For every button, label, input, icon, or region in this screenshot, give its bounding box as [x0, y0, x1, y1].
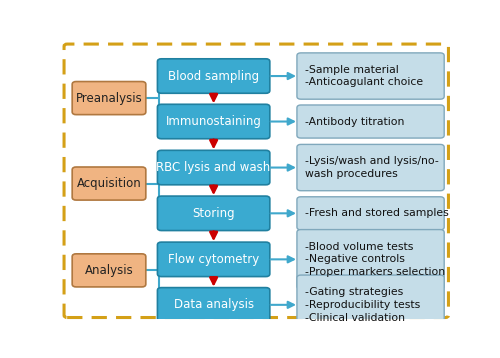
FancyBboxPatch shape	[297, 229, 444, 289]
FancyBboxPatch shape	[72, 167, 146, 200]
Text: Preanalysis: Preanalysis	[76, 92, 142, 105]
Text: Analysis: Analysis	[84, 264, 134, 277]
FancyBboxPatch shape	[64, 44, 448, 318]
FancyBboxPatch shape	[158, 287, 270, 322]
FancyBboxPatch shape	[158, 150, 270, 185]
FancyBboxPatch shape	[297, 53, 444, 99]
FancyBboxPatch shape	[158, 59, 270, 93]
Text: -Lysis/wash and lysis/no-
wash procedures: -Lysis/wash and lysis/no- wash procedure…	[306, 156, 439, 179]
Text: -Gating strategies
-Reproducibility tests
-Clinical validation: -Gating strategies -Reproducibility test…	[306, 287, 420, 323]
FancyBboxPatch shape	[297, 275, 444, 335]
Text: RBC lysis and wash: RBC lysis and wash	[156, 161, 271, 174]
FancyBboxPatch shape	[297, 197, 444, 230]
FancyBboxPatch shape	[297, 144, 444, 191]
FancyBboxPatch shape	[158, 196, 270, 231]
Text: -Sample material
-Anticoagulant choice: -Sample material -Anticoagulant choice	[306, 65, 424, 87]
FancyBboxPatch shape	[297, 105, 444, 138]
FancyBboxPatch shape	[72, 82, 146, 115]
Text: Acquisition: Acquisition	[76, 177, 142, 190]
FancyBboxPatch shape	[158, 242, 270, 277]
Text: Blood sampling: Blood sampling	[168, 69, 259, 83]
Text: Data analysis: Data analysis	[174, 298, 254, 311]
Text: Flow cytometry: Flow cytometry	[168, 253, 259, 266]
Text: -Blood volume tests
-Negative controls
-Proper markers selection: -Blood volume tests -Negative controls -…	[306, 242, 446, 277]
Text: Storing: Storing	[192, 207, 235, 220]
FancyBboxPatch shape	[158, 104, 270, 139]
Text: -Fresh and stored samples: -Fresh and stored samples	[306, 208, 449, 218]
Text: -Antibody titration: -Antibody titration	[306, 116, 405, 126]
FancyBboxPatch shape	[72, 254, 146, 287]
Text: Immunostaining: Immunostaining	[166, 115, 262, 128]
